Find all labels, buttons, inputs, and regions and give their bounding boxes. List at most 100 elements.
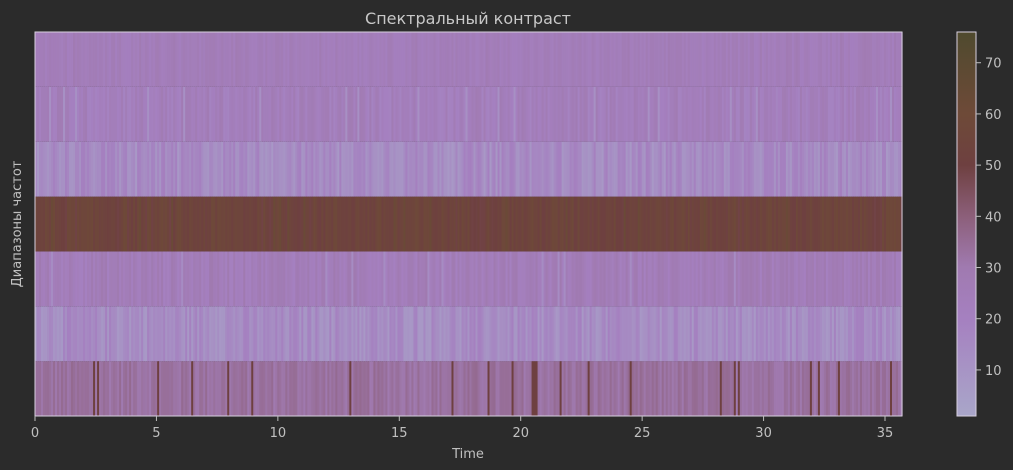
heatmap-cell <box>639 306 643 362</box>
heatmap-cell <box>521 251 525 307</box>
heatmap-cell <box>723 306 727 362</box>
heatmap-cell <box>37 32 40 87</box>
heatmap-cell <box>581 32 585 87</box>
heatmap-cell <box>603 141 607 197</box>
heatmap-cell <box>189 86 192 142</box>
heatmap-cell <box>747 306 751 362</box>
heatmap-cell <box>439 86 443 142</box>
heatmap-cell <box>167 306 170 362</box>
heatmap-cell <box>77 251 80 307</box>
heatmap-cell <box>709 251 713 307</box>
heatmap-cell <box>299 306 302 362</box>
heatmap-cell <box>403 141 407 197</box>
heatmap-cell <box>597 361 601 416</box>
heatmap-cell <box>821 32 825 87</box>
heatmap-cell <box>333 141 336 197</box>
heatmap-cell <box>321 251 324 307</box>
heatmap-cell <box>883 141 887 197</box>
heatmap-cell <box>859 32 863 87</box>
heatmap-cell <box>213 251 216 307</box>
heatmap-cell <box>509 361 513 416</box>
heatmap-cell <box>641 361 645 416</box>
heatmap-cell <box>413 141 417 197</box>
heatmap-cell <box>583 251 587 307</box>
heatmap-cell <box>643 251 647 307</box>
heatmap-cell <box>51 306 54 362</box>
heatmap-cell <box>35 306 38 362</box>
heatmap-cell <box>99 141 102 197</box>
heatmap-cell <box>385 86 388 142</box>
heatmap-cell <box>37 361 40 416</box>
heatmap-cell <box>813 32 817 87</box>
heatmap-cell <box>331 86 334 142</box>
heatmap-cell <box>41 196 44 252</box>
colorbar-tick-label: 40 <box>985 210 1002 225</box>
heatmap-cell <box>97 141 100 197</box>
heatmap-cell <box>739 361 743 416</box>
heatmap-cell <box>605 86 609 142</box>
heatmap-cell <box>689 196 693 252</box>
heatmap-cell <box>247 86 250 142</box>
heatmap-cell <box>399 141 403 197</box>
heatmap-cell <box>709 196 713 252</box>
heatmap-cell <box>723 196 727 252</box>
heatmap-cell <box>775 251 779 307</box>
heatmap-cell <box>115 251 118 307</box>
heatmap-cell <box>257 86 260 142</box>
heatmap-cell <box>729 361 733 416</box>
heatmap-cell <box>659 141 663 197</box>
heatmap-cell <box>289 32 292 87</box>
heatmap-cell <box>545 141 549 197</box>
heatmap-cell <box>623 306 627 362</box>
heatmap-cell <box>239 141 242 197</box>
heatmap-cell <box>445 32 449 87</box>
heatmap-cell <box>473 306 477 362</box>
heatmap-cell <box>565 141 569 197</box>
heatmap-cell <box>227 86 230 142</box>
heatmap-cell <box>527 86 531 142</box>
heatmap-cell <box>593 251 597 307</box>
heatmap-cell <box>525 141 529 197</box>
heatmap-cell <box>557 251 561 307</box>
heatmap-cell <box>769 361 773 416</box>
heatmap-cell <box>493 32 497 87</box>
heatmap-cell <box>503 196 507 252</box>
heatmap-cell <box>123 86 126 142</box>
heatmap-cell <box>413 196 417 252</box>
heatmap-cell <box>841 306 845 362</box>
heatmap-cell <box>223 361 226 416</box>
heatmap-cell <box>571 32 575 87</box>
heatmap-cell <box>753 251 757 307</box>
heatmap-cell <box>455 251 459 307</box>
heatmap-cell <box>217 306 220 362</box>
heatmap-cell <box>253 32 256 87</box>
heatmap-cell <box>631 32 635 87</box>
heatmap-cell <box>129 361 132 416</box>
heatmap-cell <box>667 306 671 362</box>
heatmap-cell <box>825 251 829 307</box>
heatmap-cell <box>35 141 38 197</box>
heatmap-cell <box>161 251 164 307</box>
heatmap-cell <box>779 141 783 197</box>
heatmap-cell <box>573 306 577 362</box>
heatmap-cell <box>889 141 893 197</box>
heatmap-cell <box>487 306 491 362</box>
heatmap-cell <box>619 361 623 416</box>
heatmap-cell <box>275 251 278 307</box>
heatmap-cell <box>375 86 378 142</box>
heatmap-cell <box>239 86 242 142</box>
heatmap-cell <box>261 306 264 362</box>
heatmap-cell <box>43 32 46 87</box>
heatmap-cell <box>159 196 162 252</box>
heatmap-cell <box>733 32 737 87</box>
heatmap-cell <box>243 141 246 197</box>
heatmap-cell <box>547 196 551 252</box>
heatmap-cell <box>469 196 473 252</box>
heatmap-cell <box>429 306 433 362</box>
heatmap-cell <box>101 306 104 362</box>
heatmap-cell <box>197 361 200 416</box>
heatmap-cell <box>53 251 56 307</box>
heatmap-cell <box>767 86 771 142</box>
heatmap-cell <box>417 306 421 362</box>
heatmap-cell <box>405 306 409 362</box>
